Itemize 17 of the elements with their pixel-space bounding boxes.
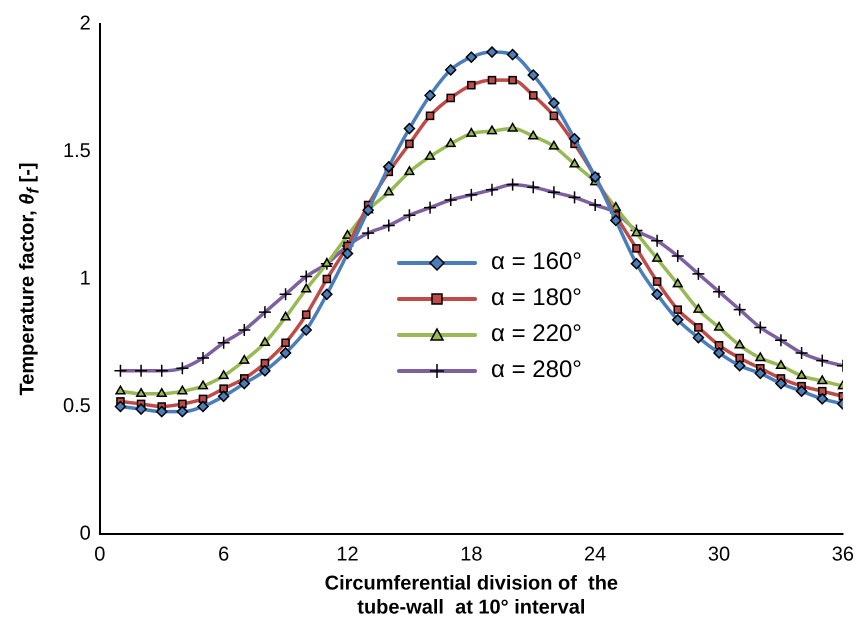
y-tick-label: 2 [80, 12, 91, 35]
x-axis-title: Circumferential division of the tube-wall at 10° interval [324, 572, 618, 619]
x-tick-label: 36 [832, 544, 854, 566]
x-tick-label: 6 [218, 544, 230, 566]
x-tick-label: 24 [584, 544, 606, 566]
y-tick-label: 0.5 [62, 395, 91, 418]
y-tick-label: 0 [80, 522, 91, 545]
x-tick-label: 0 [94, 544, 106, 566]
y-tick-label: 1.5 [62, 140, 91, 162]
legend-label: α = 280° [491, 356, 582, 383]
legend-label: α = 220° [491, 320, 582, 347]
y-tick-label: 1 [80, 268, 91, 290]
x-tick-label: 30 [708, 544, 730, 566]
legend-label: α = 160° [491, 248, 582, 275]
x-tick-label: 12 [336, 544, 359, 566]
x-tick-label: 18 [460, 544, 482, 566]
legend-label: α = 180° [491, 284, 582, 311]
